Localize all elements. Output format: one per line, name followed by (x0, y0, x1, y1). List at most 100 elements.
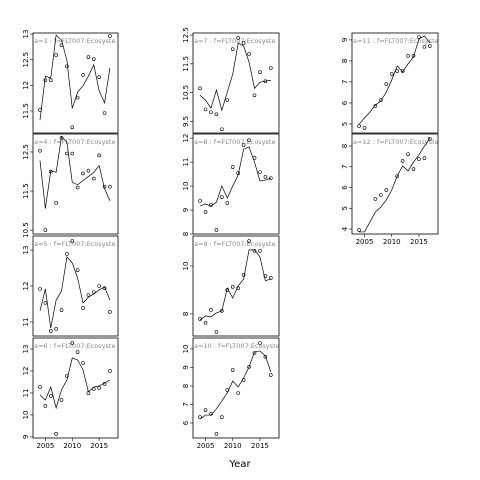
data-point (198, 86, 202, 91)
data-point (86, 55, 91, 59)
y-tick-label: 6 (182, 420, 190, 425)
data-point (209, 412, 213, 416)
x-axis-label: Year (228, 459, 251, 470)
panel-frame (192, 32, 280, 134)
panel-frame (192, 337, 280, 439)
data-point (220, 127, 224, 132)
data-point (203, 321, 208, 325)
data-point (48, 329, 53, 333)
data-point (108, 369, 112, 373)
data-point (43, 78, 48, 82)
data-point (214, 330, 219, 334)
data-point (247, 138, 251, 142)
panel-frame (32, 235, 119, 337)
data-point (209, 308, 213, 312)
data-point (247, 239, 251, 243)
y-tick-label: 11 (22, 388, 30, 397)
data-point (214, 432, 219, 436)
data-point (108, 34, 112, 38)
data-point (86, 168, 91, 173)
data-point (220, 415, 224, 419)
data-point (400, 159, 405, 163)
y-tick-label: 11.5 (22, 103, 30, 119)
data-point (417, 157, 421, 161)
x-tick-label: 2010 (63, 442, 81, 450)
data-point (258, 170, 262, 174)
y-tick-label: 5 (341, 206, 349, 210)
x-tick-label: 2005 (356, 238, 374, 246)
data-point (252, 351, 257, 355)
data-point (236, 36, 240, 40)
panel-frame (192, 133, 280, 235)
x-tick-label: 2005 (36, 442, 54, 450)
data-point (59, 398, 64, 402)
data-point (422, 45, 427, 49)
panel-title: a=6 : f=FLT007:Ecosyste (34, 342, 115, 350)
data-point (258, 249, 262, 253)
data-point (428, 44, 432, 48)
y-tick-label: 10 (182, 262, 190, 271)
panel: a=11 : f=FLT007:Ecosyste (353, 35, 438, 130)
y-tick-label: 11 (22, 318, 30, 327)
data-point (209, 110, 213, 115)
data-point (373, 104, 378, 108)
data-point (54, 327, 58, 331)
fit-line (199, 350, 272, 420)
data-point (395, 174, 399, 178)
panel: a=12 : f=FLT007:Ecosyste (353, 137, 438, 233)
panel-title: a=10 : f=FLT007:Ecosyste (194, 342, 280, 350)
data-point (203, 107, 208, 112)
data-point (48, 394, 53, 398)
data-point (236, 391, 240, 395)
panel-frame (32, 133, 119, 235)
data-point (428, 137, 432, 141)
data-point (220, 195, 224, 199)
panel-frame (351, 133, 439, 235)
data-point (400, 69, 405, 73)
data-point (65, 64, 69, 69)
data-point (241, 143, 246, 147)
y-tick-label: 7 (341, 165, 349, 169)
fit-line (199, 249, 271, 321)
data-point (214, 228, 219, 232)
panel-title: a=3 : f=FLT007:Ecosyste (34, 37, 115, 45)
data-point (384, 188, 389, 192)
data-point (38, 385, 42, 389)
y-tick-label: 8 (182, 384, 190, 388)
data-point (75, 268, 80, 272)
panel: a=5 : f=FLT007:Ecosyste (34, 239, 115, 333)
y-tick-label: 10 (182, 344, 190, 353)
data-point (38, 148, 42, 153)
data-point (97, 153, 101, 158)
data-point (43, 301, 48, 305)
data-point (395, 69, 399, 73)
data-point (65, 374, 69, 378)
data-point (362, 126, 367, 130)
data-point (230, 47, 235, 51)
y-tick-label: 9.5 (182, 116, 190, 127)
data-point (54, 200, 58, 205)
y-tick-label: 12 (22, 367, 30, 376)
x-tick-label: 2010 (383, 238, 401, 246)
data-point (59, 308, 64, 312)
y-tick-label: 12.5 (22, 144, 30, 160)
y-tick-label: 9 (341, 38, 349, 42)
data-point (422, 156, 427, 160)
data-point (357, 228, 361, 232)
y-tick-label: 8 (182, 312, 190, 316)
data-point (406, 54, 410, 58)
data-point (91, 176, 96, 181)
data-point (97, 284, 101, 288)
data-point (225, 201, 230, 205)
data-point (102, 111, 107, 115)
fit-line (39, 135, 111, 209)
panel: a=6 : f=FLT007:Ecosyste (34, 341, 115, 436)
data-point (70, 151, 75, 156)
data-point (384, 82, 389, 86)
panel: a=3 : f=FLT007:Ecosyste (34, 34, 115, 130)
y-tick-label: 11.5 (182, 56, 190, 72)
y-tick-label: 12 (182, 134, 190, 143)
data-point (43, 228, 48, 232)
data-point (258, 341, 262, 345)
